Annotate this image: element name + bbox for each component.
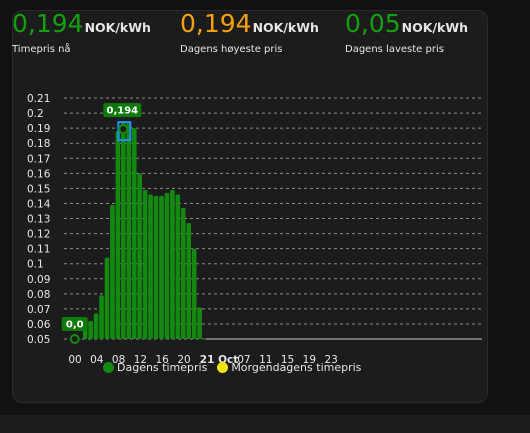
bar-today bbox=[142, 189, 148, 339]
current-price-unit: NOK/kWh bbox=[84, 20, 151, 35]
legend-item-tomorrow[interactable]: Morgendagens timepris bbox=[217, 361, 361, 374]
lowest-price-label: Dagens laveste pris bbox=[345, 44, 444, 55]
bar-today bbox=[186, 223, 192, 339]
y-tick-label: 0.07 bbox=[27, 304, 50, 316]
min-label-box bbox=[61, 317, 88, 331]
y-tick-label: 0.16 bbox=[27, 168, 51, 180]
y-tick-label: 0.14 bbox=[27, 198, 51, 210]
bar-today bbox=[191, 248, 197, 339]
current-price-value: 0,194 bbox=[12, 9, 84, 38]
y-tick-label: 0.09 bbox=[27, 274, 50, 286]
legend-tomorrow-marker bbox=[217, 362, 229, 373]
highest-price-stat: 0,194NOK/kWh Dagens høyeste pris bbox=[180, 9, 319, 56]
legend-tomorrow-label: Morgendagens timepris bbox=[231, 361, 362, 374]
bar-today bbox=[175, 194, 181, 339]
current-price-label: Timepris nå bbox=[12, 44, 71, 55]
min-label: 0,0 bbox=[66, 320, 84, 331]
y-tick-label: 0.17 bbox=[27, 153, 50, 165]
bar-today bbox=[148, 194, 153, 339]
y-tick-label: 0.19 bbox=[27, 123, 50, 135]
chart-legend: Dagens timepris Morgendagens timepris bbox=[103, 361, 361, 374]
legend-today-label: Dagens timepris bbox=[117, 361, 208, 374]
lowest-price-unit: NOK/kWh bbox=[401, 20, 469, 35]
highest-price-unit: NOK/kWh bbox=[252, 20, 319, 35]
y-tick-label: 0.11 bbox=[27, 244, 50, 256]
bar-today bbox=[99, 295, 104, 339]
y-tick-label: 0.21 bbox=[27, 93, 50, 105]
bar-today bbox=[159, 195, 164, 339]
x-tick-label: 16 bbox=[156, 354, 170, 366]
bar-today bbox=[131, 128, 137, 339]
current-hour-marker bbox=[117, 121, 132, 142]
lowest-price-stat: 0,05NOK/kWh Dagens laveste pris bbox=[345, 9, 469, 56]
x-tick-label: 08 bbox=[112, 354, 125, 366]
x-tick-label: 11 bbox=[259, 354, 272, 366]
x-tick-label: 04 bbox=[90, 354, 104, 366]
bar-today bbox=[121, 122, 126, 339]
bar-today bbox=[170, 189, 175, 339]
y-tick-label: 0.1 bbox=[27, 259, 44, 271]
highest-price-value: 0,194 bbox=[180, 9, 252, 38]
x-tick-label: 19 bbox=[303, 354, 316, 366]
x-tick-label: 15 bbox=[281, 354, 294, 366]
bar-today bbox=[137, 173, 142, 339]
x-tick-label: 20 bbox=[177, 354, 190, 366]
max-point-marker bbox=[118, 124, 129, 135]
x-tick-label: 00 bbox=[68, 354, 81, 366]
max-label-box bbox=[103, 103, 142, 118]
y-tick-label: 0.18 bbox=[27, 138, 50, 150]
y-tick-label: 0.13 bbox=[27, 214, 50, 226]
bar-today bbox=[197, 307, 202, 339]
y-tick-label: 0.15 bbox=[27, 183, 50, 195]
bar-today bbox=[126, 122, 132, 339]
bar-today bbox=[180, 207, 186, 339]
lowest-price-value: 0,05 bbox=[345, 9, 401, 38]
bar-today bbox=[153, 195, 159, 339]
bar-today bbox=[115, 131, 121, 339]
bar-today bbox=[93, 313, 99, 339]
x-tick-label: 07 bbox=[237, 354, 250, 366]
bar-today bbox=[104, 257, 110, 339]
max-label: 0,194 bbox=[107, 106, 139, 117]
x-tick-label: 12 bbox=[134, 354, 147, 366]
y-tick-label: 0.08 bbox=[27, 289, 50, 301]
current-price-stat: 0,194NOK/kWh Timepris nå bbox=[12, 9, 151, 56]
bar-today bbox=[88, 320, 93, 339]
y-tick-label: 0.06 bbox=[27, 319, 51, 331]
y-tick-label: 0.12 bbox=[27, 229, 50, 241]
y-tick-label: 0.2 bbox=[27, 108, 44, 120]
highest-price-label: Dagens høyeste pris bbox=[180, 44, 283, 55]
min-point-marker bbox=[69, 334, 80, 344]
x-tick-label: 21 Oct bbox=[200, 354, 238, 366]
next-card-strip bbox=[0, 415, 530, 433]
y-tick-label: 0.05 bbox=[27, 334, 50, 346]
legend-today-marker bbox=[103, 362, 114, 373]
legend-item-today[interactable]: Dagens timepris bbox=[103, 361, 207, 374]
bar-today bbox=[164, 192, 170, 339]
x-tick-label: 23 bbox=[324, 354, 337, 366]
bar-today bbox=[110, 204, 115, 339]
